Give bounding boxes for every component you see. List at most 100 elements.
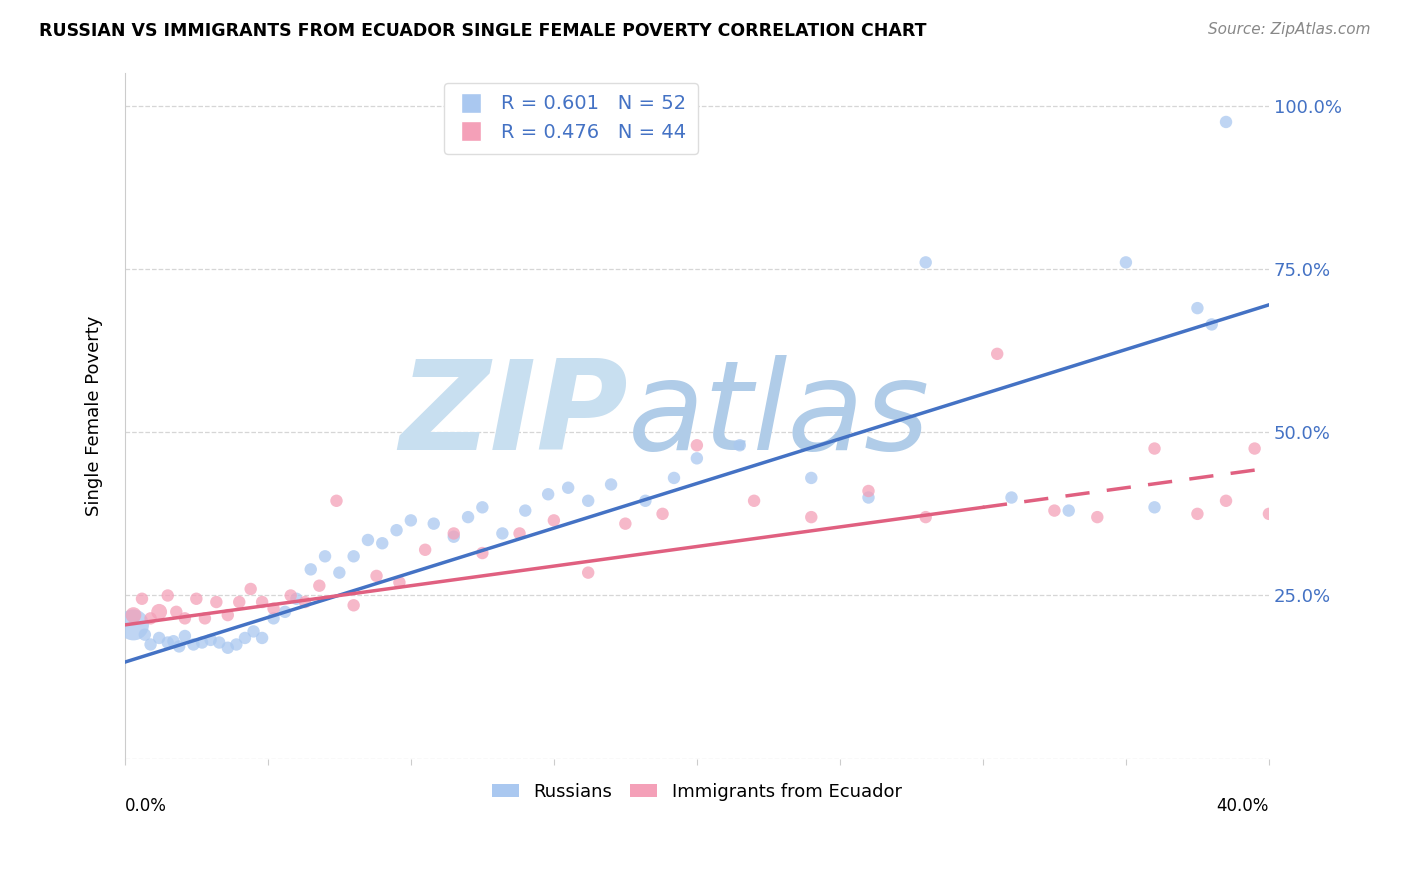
Point (162, 634, 184, 648)
Point (191, 635, 214, 649)
Point (217, 640, 239, 655)
Point (294, 595, 316, 609)
Point (1272, 497, 1295, 511)
Point (399, 513, 422, 527)
Point (728, 438, 751, 452)
Point (600, 477, 623, 491)
Point (471, 546, 494, 560)
Point (314, 549, 336, 564)
Point (328, 566, 350, 580)
Point (914, 255, 936, 269)
Text: RUSSIAN VS IMMIGRANTS FROM ECUADOR SINGLE FEMALE POVERTY CORRELATION CHART: RUSSIAN VS IMMIGRANTS FROM ECUADOR SINGL… (39, 22, 927, 40)
Point (250, 631, 273, 645)
Point (457, 510, 479, 524)
Point (156, 589, 179, 603)
Point (285, 591, 308, 606)
Text: ZIP: ZIP (399, 355, 628, 476)
Point (274, 605, 297, 619)
Point (186, 591, 208, 606)
Point (1258, 507, 1281, 521)
Point (543, 513, 565, 527)
Point (986, 347, 1008, 361)
Point (325, 493, 347, 508)
Legend: Russians, Immigrants from Ecuador: Russians, Immigrants from Ecuador (485, 776, 910, 808)
Point (388, 575, 411, 590)
Point (148, 605, 170, 619)
Y-axis label: Single Female Poverty: Single Female Poverty (86, 316, 103, 516)
Point (134, 628, 156, 642)
Point (1187, 301, 1209, 315)
Point (263, 611, 285, 625)
Point (139, 611, 162, 625)
Point (122, 608, 145, 623)
Point (343, 599, 366, 613)
Point (858, 483, 880, 498)
Point (686, 451, 709, 466)
Point (233, 631, 256, 645)
Point (557, 481, 579, 495)
Point (250, 595, 273, 609)
Point (443, 526, 465, 541)
Point (183, 638, 205, 652)
Point (263, 601, 285, 615)
Point (800, 471, 823, 485)
Point (194, 611, 217, 625)
Point (1143, 442, 1166, 456)
Point (800, 510, 823, 524)
Point (225, 638, 247, 652)
Point (742, 493, 765, 508)
Point (242, 624, 264, 639)
Point (1201, 318, 1223, 332)
Point (280, 589, 302, 603)
Point (131, 591, 153, 606)
Point (343, 549, 366, 564)
Point (200, 632, 222, 647)
Point (686, 438, 709, 452)
Point (413, 542, 436, 557)
Point (299, 562, 322, 576)
Text: atlas: atlas (628, 355, 931, 476)
Point (422, 516, 444, 531)
Point (651, 507, 673, 521)
Point (491, 526, 513, 541)
Point (148, 631, 170, 645)
Point (205, 595, 228, 609)
Point (1243, 442, 1265, 456)
Point (385, 523, 408, 537)
Point (1215, 115, 1237, 129)
Point (443, 530, 465, 544)
Point (1143, 500, 1166, 515)
Point (308, 579, 330, 593)
Point (1000, 491, 1022, 505)
Point (167, 640, 190, 654)
Point (662, 471, 685, 485)
Point (217, 608, 239, 623)
Point (614, 516, 637, 531)
Point (471, 500, 494, 515)
Point (634, 493, 657, 508)
Point (1215, 493, 1237, 508)
Point (122, 618, 145, 632)
Point (366, 569, 388, 583)
Point (357, 533, 380, 547)
Point (139, 638, 162, 652)
Point (371, 536, 394, 550)
Text: 0.0%: 0.0% (125, 797, 167, 814)
Point (156, 635, 179, 649)
Point (165, 605, 187, 619)
Point (576, 566, 599, 580)
Point (1043, 503, 1066, 517)
Point (537, 487, 560, 501)
Point (858, 491, 880, 505)
Text: 40.0%: 40.0% (1216, 797, 1270, 814)
Point (174, 629, 197, 643)
Point (1187, 507, 1209, 521)
Point (1115, 255, 1137, 269)
Point (174, 611, 197, 625)
Point (914, 510, 936, 524)
Point (509, 526, 531, 541)
Point (1085, 510, 1108, 524)
Point (576, 493, 599, 508)
Text: Source: ZipAtlas.com: Source: ZipAtlas.com (1208, 22, 1371, 37)
Point (228, 595, 250, 609)
